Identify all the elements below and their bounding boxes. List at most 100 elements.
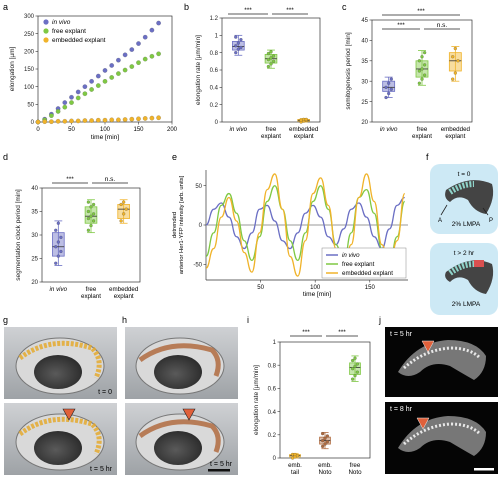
x-tick-label: 100 [310,285,321,291]
sig-c-1: *** [417,8,425,15]
data-point [116,117,121,123]
chart-a-elongation-over-time: 0 50 100 150 200 250 300 0 50 100 150 200 time [min]… [9,14,178,141]
category-label: free [266,126,277,133]
category-label: in vivo [50,286,68,293]
y-tick-label: 20 [361,120,368,126]
g-top-time: t = 0 [98,389,112,396]
legend-label: in vivo [52,19,71,26]
data-point [325,440,329,444]
x-tick-label: 200 [167,127,178,133]
data-point [156,20,161,26]
data-point [75,118,81,124]
data-point [266,51,271,56]
category-label: embedded [289,126,319,133]
red-somites [474,260,484,267]
data-point [417,59,421,63]
data-point [269,50,273,54]
data-point [89,79,94,84]
legend-marker [43,28,49,34]
data-point [54,245,58,249]
y-tick-label: 50 [27,103,34,109]
data-point [56,240,60,244]
data-point [234,51,238,55]
chart-c-somitogenesis-period: 20 25 30 35 40 45 somitogenesis period [min] in… [345,18,473,140]
x-axis-label: time [min] [303,291,331,298]
data-point [321,439,325,443]
y-tick-label: 0.2 [210,103,219,109]
data-point [149,27,155,33]
arrowhead-j-bottom [416,417,430,430]
panel-label-j: j [378,315,381,325]
data-point [420,55,424,59]
data-point [136,60,141,65]
category-label: explant [114,293,134,300]
data-point [389,87,393,91]
data-point [325,434,329,438]
series-line [205,196,405,250]
significance-i: *** *** [290,329,358,337]
arrowhead-g [62,408,76,421]
data-point [55,109,61,114]
data-point [49,119,54,124]
data-point [89,224,93,228]
y-tick-label: 50 [195,184,202,190]
data-point [355,362,359,366]
data-point [420,77,424,81]
legend-marker [43,37,49,43]
data-point [109,63,115,68]
data-point [136,41,141,46]
data-point [124,207,128,211]
category-label: explant [261,133,281,140]
panel-label-a: a [3,2,8,12]
y-tick-label: 35 [361,59,368,65]
sig-c-3: n.s. [437,22,448,29]
data-point [56,254,60,258]
sig-i-1: *** [302,329,310,336]
data-point [82,91,88,97]
box [52,232,65,257]
data-point [351,377,355,381]
plot-frame [279,341,371,459]
data-point [351,358,355,363]
category-label: embedded [441,126,471,133]
data-point [75,89,81,95]
data-point [109,75,115,80]
data-point [119,219,123,223]
data-point [82,118,88,123]
sig-b-2: *** [286,7,294,14]
data-point [69,100,74,105]
micrograph-g: t = 0 t = 5 hr [4,327,117,475]
data-point [91,219,96,223]
y-axis-label: elongation rate [µm/min] [253,365,260,435]
x-tick-label: 0 [36,127,40,133]
x-tick-label: 150 [365,285,376,291]
data-point [91,212,96,216]
data-point [102,117,108,123]
data-point [86,200,91,204]
y-tick-label: 0.6 [210,68,219,74]
data-point [122,117,128,122]
panel-label-g: g [3,315,8,325]
data-point [59,249,63,254]
data-point [89,214,93,218]
chart-i-elongation-rate-noto: 0 0.2 0.4 0.6 0.8 1 elongation rate [µm/min] em… [253,340,371,476]
data-point [129,47,135,52]
data-point [384,95,388,100]
data-point [269,56,273,60]
y-tick-label: 0 [31,120,35,126]
data-point [323,436,327,440]
data-point [91,202,96,207]
y-tick-label: 30 [31,233,38,239]
legend-label: free explant [342,261,375,268]
data-point [102,79,108,84]
data-point [129,116,135,122]
y-axis-label: segmentation clock period [min] [15,189,22,281]
x-tick-label: 100 [100,127,111,133]
data-point [86,228,91,232]
box [382,80,396,92]
g-bottom-time: t = 5 hr [90,466,113,473]
arrowhead-h [182,408,196,421]
y-tick-label: 40 [31,186,38,192]
data-point [122,200,126,204]
y-tick-label: 100 [24,85,35,91]
